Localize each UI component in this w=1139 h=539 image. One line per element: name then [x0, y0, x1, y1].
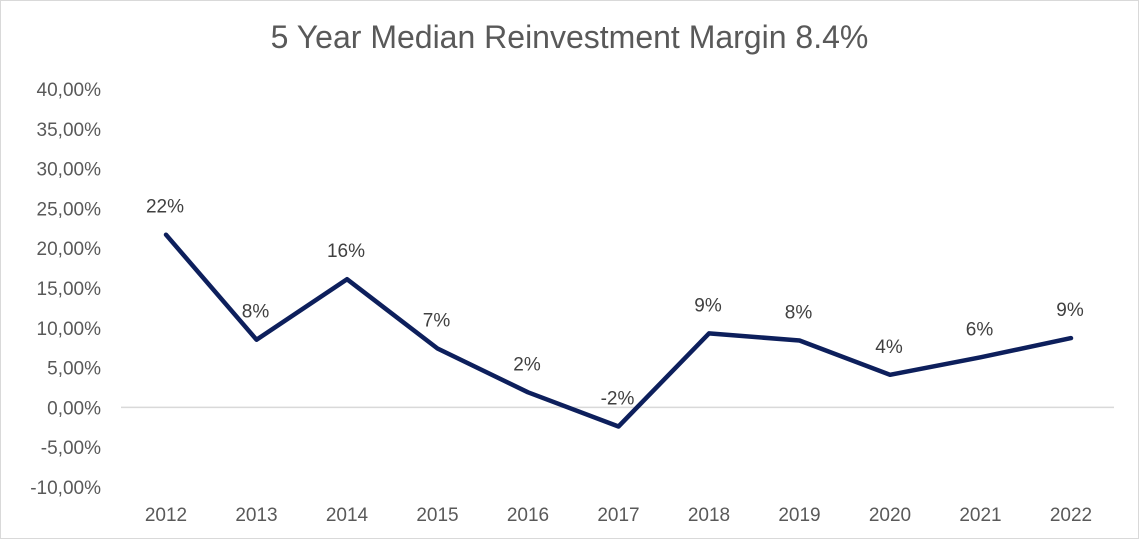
x-tick-label: 2018	[688, 505, 730, 526]
data-label: 16%	[327, 241, 365, 262]
chart-title: 5 Year Median Reinvestment Margin 8.4%	[270, 19, 869, 55]
data-label: 22%	[146, 197, 184, 218]
y-tick-label: 20,00%	[37, 239, 102, 260]
x-tick-label: 2022	[1050, 505, 1092, 526]
data-label: -2%	[601, 389, 635, 410]
x-tick-label: 2016	[507, 505, 549, 526]
x-tick-label: 2015	[416, 505, 458, 526]
x-tick-label: 2017	[597, 505, 639, 526]
series-line	[163, 232, 1074, 429]
y-axis-ticks: 40,00% 35,00% 30,00% 25,00% 20,00% 15,00% 10,0…	[30, 80, 101, 499]
x-axis-ticks: 2012 2013 2014 2015 2016 2017 2018 2019 2020 2021…	[145, 505, 1092, 526]
y-tick-label: 10,00%	[37, 319, 102, 340]
y-tick-label: -10,00%	[30, 478, 101, 499]
data-label: 9%	[694, 295, 722, 316]
y-tick-label: -5,00%	[41, 438, 101, 459]
y-tick-label: 30,00%	[37, 160, 102, 181]
data-label: 4%	[875, 337, 903, 358]
data-label: 8%	[785, 303, 813, 324]
data-labels: 22% 8% 16% 7% 2% -2% 9% 8% 4% 6% 9%	[146, 197, 1084, 410]
x-tick-label: 2014	[326, 505, 369, 526]
data-label: 9%	[1056, 300, 1084, 321]
x-tick-label: 2012	[145, 505, 187, 526]
data-label: 7%	[423, 310, 451, 331]
data-label: 2%	[513, 354, 541, 375]
y-tick-label: 0,00%	[47, 398, 101, 419]
data-label: 6%	[966, 319, 994, 340]
x-tick-label: 2013	[235, 505, 277, 526]
x-tick-label: 2019	[778, 505, 820, 526]
x-tick-label: 2021	[959, 505, 1001, 526]
y-tick-label: 5,00%	[47, 359, 101, 380]
y-tick-label: 15,00%	[37, 279, 102, 300]
y-tick-label: 40,00%	[37, 80, 102, 101]
y-tick-label: 35,00%	[37, 120, 102, 141]
y-tick-label: 25,00%	[37, 199, 102, 220]
data-label: 8%	[242, 302, 270, 323]
x-tick-label: 2020	[869, 505, 911, 526]
